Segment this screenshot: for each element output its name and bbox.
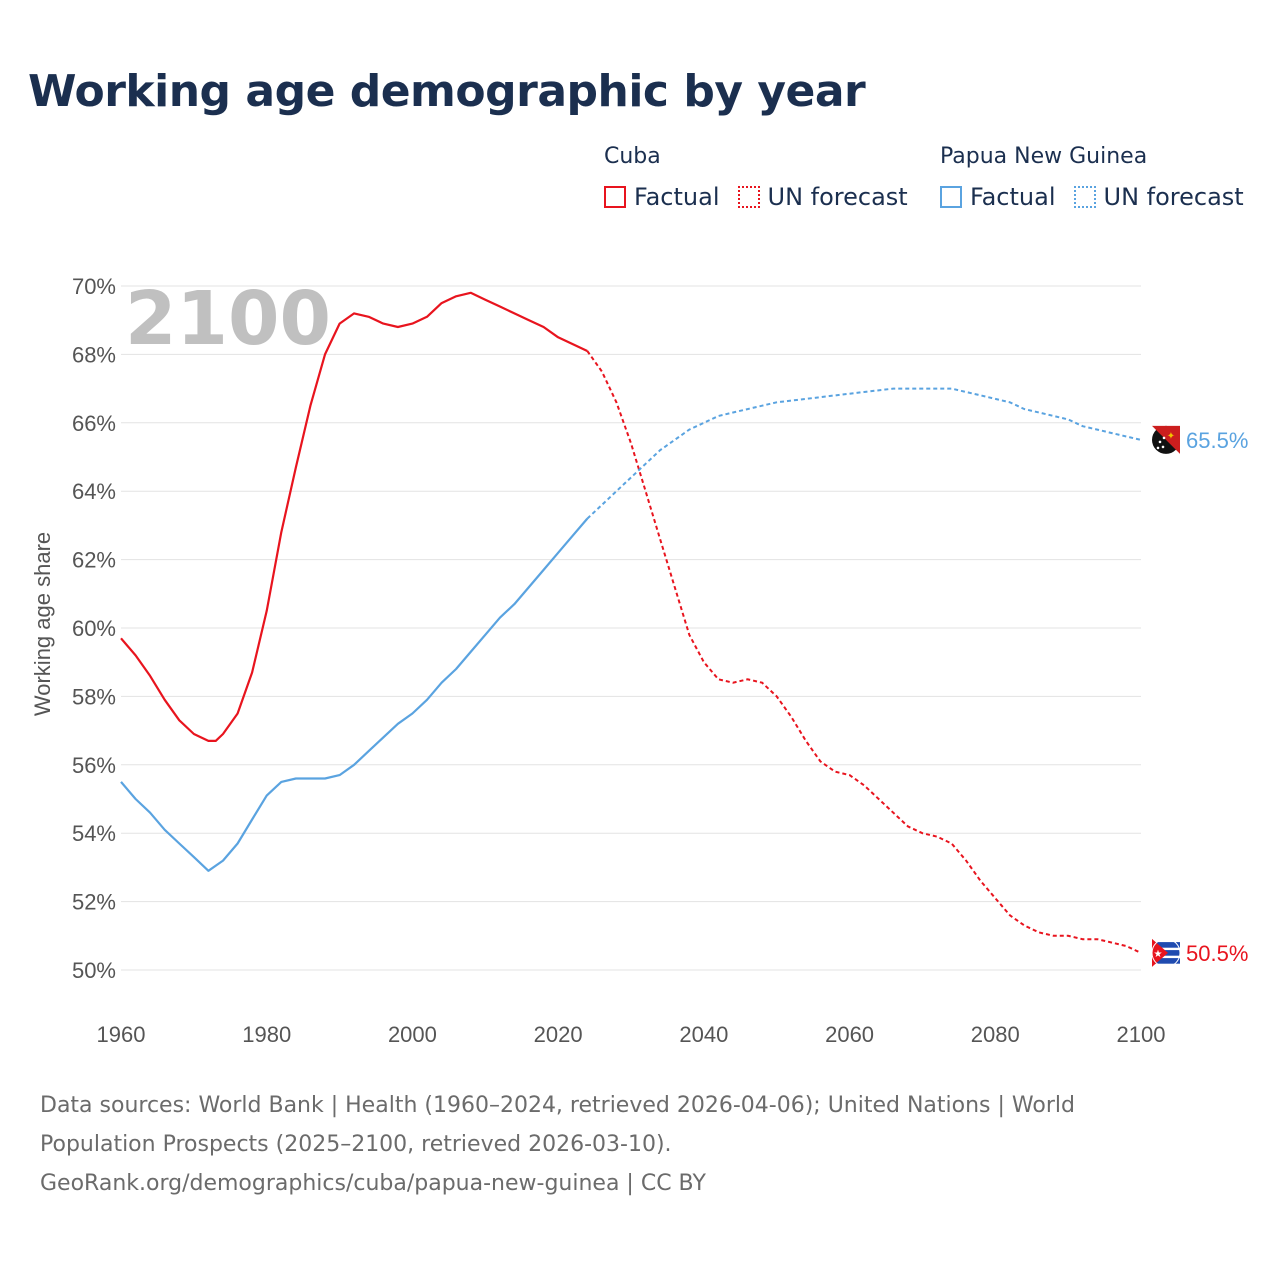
legend-label: UN forecast [767, 183, 908, 211]
y-tick-label: 58% [72, 684, 116, 709]
year-watermark: 2100 [125, 276, 331, 362]
legend-swatch-solid [940, 186, 962, 208]
legend-png-forecast[interactable]: UN forecast [1073, 183, 1244, 211]
sources-line-1: Data sources: World Bank | Health (1960–… [40, 1093, 1075, 1118]
legend-label: UN forecast [1103, 183, 1244, 211]
line-chart: 2100 Working age share 50% 52% 54% 56% 58% 60… [30, 274, 1248, 1047]
x-tick-label: 2020 [534, 1022, 583, 1047]
y-tick-label: 60% [72, 616, 116, 641]
y-tick-label: 66% [72, 411, 116, 436]
grid-lines [121, 285, 1141, 971]
x-tick-label: 2100 [1117, 1022, 1166, 1047]
legend-png-factual[interactable]: Factual [940, 183, 1056, 211]
y-tick-label: 62% [72, 548, 116, 573]
legend-swatch-dotted [737, 186, 760, 208]
y-tick-label: 70% [72, 274, 116, 299]
legend-cuba-factual[interactable]: Factual [604, 183, 720, 211]
svg-text:✦: ✦ [1167, 431, 1175, 442]
legend-swatch-solid [604, 186, 626, 208]
papua-new-guinea-forecast-line [586, 387, 1142, 520]
x-tick-label: 2060 [825, 1022, 874, 1047]
legend-cuba: Cuba Factual UN forecast [604, 144, 926, 211]
data-sources: Data sources: World Bank | Health (1960–… [40, 1086, 1200, 1203]
y-tick-label: 56% [72, 753, 116, 778]
x-tick-label: 2080 [971, 1022, 1020, 1047]
y-tick-label: 54% [72, 821, 116, 846]
papua-new-guinea-end-label: 65.5% [1186, 428, 1248, 453]
y-axis-ticks: 50% 52% 54% 56% 58% 60% 62% 64% 66% 68% 70% [72, 274, 116, 983]
legend-png: Papua New Guinea Factual UN forecast [940, 144, 1262, 211]
y-axis-label: Working age share [30, 532, 55, 716]
sources-line-2: Population Prospects (2025–2100, retriev… [40, 1132, 672, 1157]
sources-link[interactable]: GeoRank.org/demographics/cuba/papua-new-… [40, 1171, 706, 1196]
x-tick-label: 1980 [242, 1022, 291, 1047]
papua-new-guinea-flag-icon: ✦ [1152, 425, 1180, 454]
legend-png-title: Papua New Guinea [940, 144, 1148, 169]
cuba-flag-icon: ★ [1151, 938, 1181, 968]
x-tick-label: 2040 [679, 1022, 728, 1047]
legend-swatch-dotted [1073, 186, 1096, 208]
papua-new-guinea-factual-line [120, 517, 589, 872]
y-tick-label: 50% [72, 958, 116, 983]
y-tick-label: 64% [72, 479, 116, 504]
svg-text:★: ★ [1154, 949, 1163, 960]
x-tick-label: 2000 [388, 1022, 437, 1047]
cuba-forecast-line [586, 350, 1142, 954]
y-tick-label: 52% [72, 890, 116, 915]
x-tick-label: 1960 [97, 1022, 146, 1047]
legend-cuba-forecast[interactable]: UN forecast [737, 183, 908, 211]
end-markers: ★ 50.5% ✦ 65.5% [1151, 425, 1248, 968]
cuba-factual-line [120, 291, 588, 742]
chart-title: Working age demographic by year [28, 66, 866, 117]
legend-label: Factual [970, 183, 1056, 211]
legend-label: Factual [634, 183, 720, 211]
legend-cuba-title: Cuba [604, 144, 661, 169]
cuba-end-label: 50.5% [1186, 941, 1248, 966]
x-axis-ticks: 1960 1980 2000 2020 2040 2060 2080 2100 [97, 1022, 1166, 1047]
y-tick-label: 68% [72, 342, 116, 367]
series-lines [120, 291, 1142, 954]
